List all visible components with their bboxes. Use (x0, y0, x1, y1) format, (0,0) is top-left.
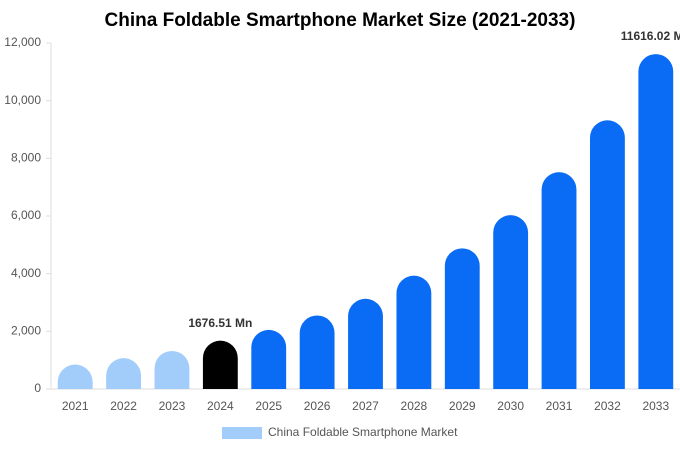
x-tick-label: 2027 (352, 399, 379, 413)
legend-label: China Foldable Smartphone Market (268, 425, 458, 439)
bar (638, 54, 674, 390)
x-tick-label: 2033 (642, 399, 669, 413)
y-tick-label: 6,000 (11, 208, 41, 222)
x-tick-label: 2032 (594, 399, 621, 413)
bar (348, 298, 383, 389)
x-tick-label: 2029 (449, 399, 476, 413)
x-tick-label: 2025 (255, 399, 282, 413)
y-tick-label: 8,000 (11, 151, 41, 165)
x-tick-label: 2022 (110, 399, 137, 413)
value-label: 1676.51 Mn (188, 316, 252, 330)
legend-swatch (222, 427, 262, 439)
value-label: 11616.02 Mn (621, 29, 680, 43)
y-tick-label: 0 (34, 381, 41, 395)
y-tick-label: 10,000 (4, 93, 41, 107)
x-tick-label: 2021 (62, 399, 89, 413)
x-tick-label: 2031 (546, 399, 573, 413)
bar (444, 248, 480, 389)
x-tick-label: 2024 (207, 399, 234, 413)
bar (251, 329, 287, 389)
bar (57, 364, 93, 389)
y-tick-label: 4,000 (11, 266, 41, 280)
bar (396, 275, 432, 389)
y-tick-label: 12,000 (4, 35, 41, 49)
bar (299, 315, 335, 389)
bar (493, 215, 529, 389)
x-tick-label: 2023 (159, 399, 186, 413)
x-tick-label: 2026 (304, 399, 331, 413)
bar (590, 120, 625, 390)
bar (541, 172, 577, 389)
bar (202, 340, 238, 389)
y-tick-label: 2,000 (11, 324, 41, 338)
bar (106, 358, 141, 389)
bar (154, 350, 190, 389)
x-tick-label: 2030 (497, 399, 524, 413)
chart-title: China Foldable Smartphone Market Size (2… (105, 10, 576, 31)
x-tick-label: 2028 (401, 399, 428, 413)
